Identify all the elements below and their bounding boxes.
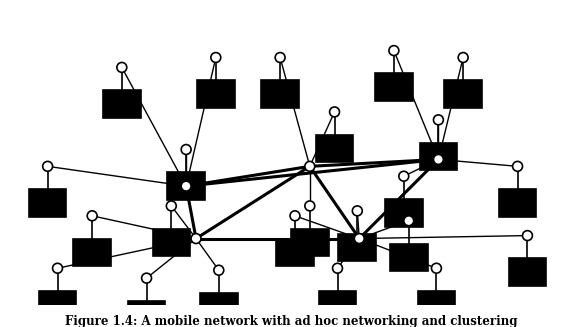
Circle shape: [275, 53, 285, 62]
Circle shape: [305, 162, 315, 171]
Bar: [73, 239, 111, 266]
Bar: [128, 301, 166, 327]
Circle shape: [290, 211, 300, 221]
Bar: [385, 199, 423, 227]
Circle shape: [43, 162, 52, 171]
Circle shape: [142, 273, 152, 283]
Circle shape: [191, 233, 201, 244]
Circle shape: [404, 216, 414, 226]
Bar: [316, 135, 353, 163]
Bar: [375, 73, 413, 101]
Text: Figure 1.4: A mobile network with ad hoc networking and clustering: Figure 1.4: A mobile network with ad hoc…: [65, 315, 518, 327]
Bar: [291, 229, 329, 256]
Circle shape: [117, 62, 127, 72]
Circle shape: [434, 154, 443, 164]
Bar: [319, 291, 356, 319]
Circle shape: [214, 265, 224, 275]
Circle shape: [458, 53, 468, 62]
Circle shape: [181, 145, 191, 154]
Circle shape: [329, 107, 339, 117]
Bar: [29, 189, 66, 217]
Bar: [38, 291, 76, 319]
Bar: [276, 239, 314, 266]
Circle shape: [305, 201, 315, 211]
Circle shape: [87, 211, 97, 221]
Bar: [417, 291, 455, 319]
Bar: [261, 80, 299, 108]
Circle shape: [332, 263, 342, 273]
Circle shape: [352, 206, 362, 216]
Circle shape: [431, 263, 441, 273]
Circle shape: [512, 162, 522, 171]
Circle shape: [354, 233, 364, 244]
Bar: [153, 229, 190, 256]
Circle shape: [211, 53, 221, 62]
Circle shape: [399, 171, 409, 181]
Bar: [200, 293, 238, 321]
Circle shape: [181, 181, 191, 191]
Circle shape: [434, 115, 443, 125]
Circle shape: [52, 263, 62, 273]
Bar: [167, 172, 205, 200]
Bar: [339, 233, 376, 261]
Bar: [499, 189, 536, 217]
Bar: [444, 80, 482, 108]
Circle shape: [389, 46, 399, 56]
Circle shape: [522, 231, 532, 241]
Bar: [103, 90, 141, 118]
Bar: [508, 258, 546, 286]
Bar: [420, 143, 457, 170]
Bar: [390, 244, 427, 271]
Bar: [197, 80, 234, 108]
Circle shape: [166, 201, 176, 211]
